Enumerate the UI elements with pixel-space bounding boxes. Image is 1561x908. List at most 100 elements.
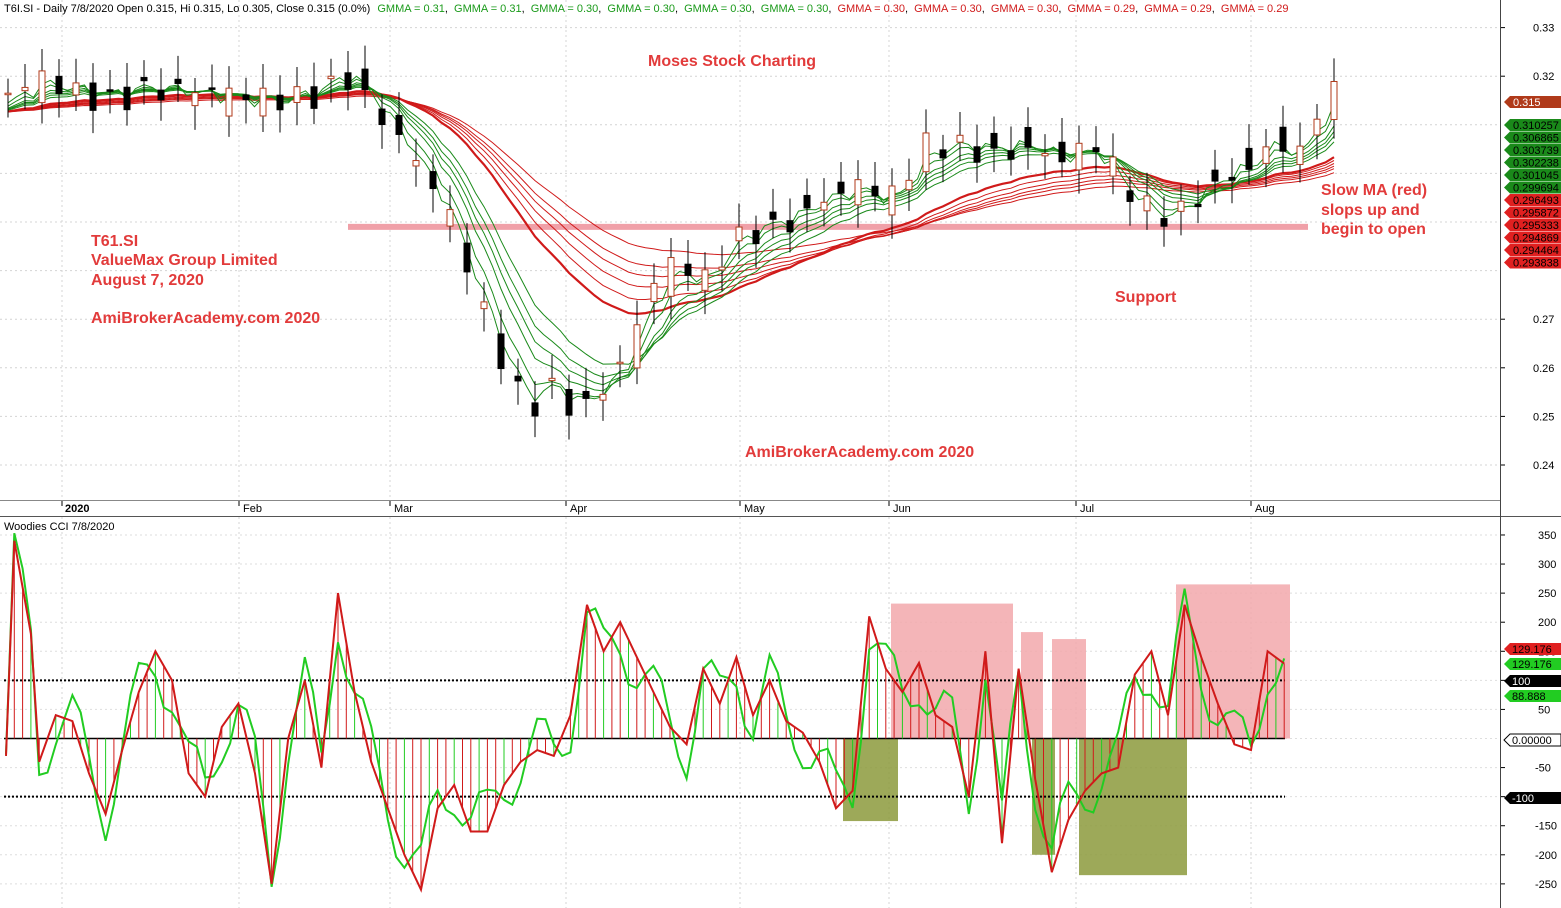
cci-tick-label: -200 <box>1535 850 1557 862</box>
price-tag-label: 0.296493 <box>1513 195 1559 207</box>
price-tag-label: 0.293838 <box>1513 258 1559 270</box>
candle-body <box>990 132 998 149</box>
cci-overbought-zone <box>1021 632 1043 739</box>
price-tick-label: 0.27 <box>1533 314 1554 326</box>
candle-body <box>1313 118 1321 136</box>
header-prefix: T6I.SI - Daily 7/8/2020 Open 0.315, Hi 0… <box>4 3 370 15</box>
candle-body <box>582 390 590 399</box>
candle-body <box>1041 153 1049 157</box>
gmma-4: GMMA = 0.30 <box>684 3 752 15</box>
price-tag-label: 0.295333 <box>1513 220 1559 232</box>
candle-body <box>565 388 573 416</box>
candle-body <box>718 266 726 271</box>
candle-body <box>208 87 216 90</box>
slow-ma-note-2: slops up and <box>1321 202 1420 219</box>
cci-overbought-zone <box>891 603 1013 739</box>
price-tag-label: 0.299694 <box>1513 183 1559 195</box>
candle-body <box>38 70 46 104</box>
candle-body <box>803 194 811 209</box>
candle-body <box>837 181 845 194</box>
candle-body <box>1245 147 1253 170</box>
candle-body <box>616 361 624 365</box>
cci-tick-label: -50 <box>1535 763 1551 775</box>
price-tags: 0.315 0.3102570.3068650.3037390.3022380.3… <box>1504 96 1561 270</box>
price-tag-label: 0.302238 <box>1513 158 1559 170</box>
candle-body <box>55 75 63 95</box>
gmma-0: GMMA = 0.31 <box>377 3 445 15</box>
candle-body <box>276 94 284 111</box>
cci-value-tag-label: 129.176 <box>1512 644 1552 656</box>
cci-tick-label: 200 <box>1538 617 1556 629</box>
gmma-9: GMMA = 0.29 <box>1068 3 1136 15</box>
cci-axis: 35030025020015010050-50-100-150-200-250 <box>1500 530 1557 891</box>
candle-body <box>633 324 641 369</box>
date-label: August 7, 2020 <box>91 272 204 289</box>
candle-body <box>650 282 658 303</box>
price-tag-label: 0.310257 <box>1513 120 1559 132</box>
price-tag: 0.293838 <box>1504 256 1561 270</box>
candle-body <box>1228 176 1236 181</box>
price-tag-label: 0.306865 <box>1513 133 1559 145</box>
candle-body <box>1058 141 1066 163</box>
date-label: Feb <box>243 503 262 515</box>
candle-body <box>1296 145 1304 165</box>
candle-body <box>905 179 913 191</box>
price-tag: 0.294869 <box>1504 231 1561 245</box>
price-tag-label: 0.294869 <box>1513 233 1559 245</box>
cci-value-tag: -100 <box>1504 792 1561 805</box>
price-tick-label: 0.24 <box>1533 460 1554 472</box>
candle-body <box>854 179 862 206</box>
price-tag: 0.310257 <box>1504 119 1561 132</box>
price-tick-label: 0.32 <box>1533 71 1554 83</box>
candle-body <box>531 402 539 417</box>
gmma-5: GMMA = 0.30 <box>761 3 829 15</box>
candle-body <box>293 86 301 103</box>
price-tag: 0.315 <box>1504 96 1561 109</box>
candle-body <box>429 171 437 190</box>
cci-oversold-zone <box>843 738 898 822</box>
price-tag: 0.299694 <box>1504 181 1561 195</box>
price-tag: 0.301045 <box>1504 169 1561 182</box>
slow-ma-note-3: begin to open <box>1321 221 1426 238</box>
price-tag-label: 0.294464 <box>1513 245 1559 257</box>
candle-body <box>888 185 896 216</box>
gmma-6: GMMA = 0.30 <box>837 3 905 15</box>
candle-body <box>378 108 386 126</box>
price-tag: 0.302238 <box>1504 156 1561 170</box>
company-label: ValueMax Group Limited <box>91 252 278 269</box>
price-tag: 0.295333 <box>1504 219 1561 232</box>
candle-body <box>463 242 471 273</box>
gmma-2: GMMA = 0.30 <box>531 3 599 15</box>
price-tag-label: 0.315 <box>1513 97 1541 109</box>
gmma-10: GMMA = 0.29 <box>1144 3 1212 15</box>
cci-panel: Woodies CCI 7/8/2020 3503002502001501005… <box>0 517 1561 908</box>
candle-body <box>480 301 488 310</box>
cci-tick-label: -250 <box>1535 879 1557 891</box>
price-tag: 0.295872 <box>1504 206 1561 220</box>
candle-body <box>1279 126 1287 152</box>
price-tag: 0.294464 <box>1504 244 1561 257</box>
candle-body <box>786 220 794 233</box>
candle-body <box>89 82 97 111</box>
candle-body <box>684 263 692 276</box>
candle-body <box>344 72 352 90</box>
candle-body <box>1109 156 1117 177</box>
candle-body <box>225 87 233 117</box>
candle-body <box>191 92 199 107</box>
gmma-7: GMMA = 0.30 <box>914 3 982 15</box>
candle-body <box>140 77 148 82</box>
candle-body <box>1177 200 1185 212</box>
price-tick-label: 0.26 <box>1533 363 1554 375</box>
candle-body <box>1262 146 1270 164</box>
cci-value-tag: 88.888 <box>1504 690 1561 703</box>
price-tag: 0.303739 <box>1504 144 1561 157</box>
price-tag-label: 0.303739 <box>1513 145 1559 157</box>
candle-body <box>1092 147 1100 153</box>
cci-value-tag-label: -100 <box>1512 793 1534 805</box>
cci-value-tag-label: 100 <box>1512 676 1530 688</box>
candle-body <box>21 86 29 92</box>
price-tick-label: 0.25 <box>1533 411 1554 423</box>
candle-body <box>1194 204 1202 208</box>
price-tag: 0.306865 <box>1504 131 1561 145</box>
